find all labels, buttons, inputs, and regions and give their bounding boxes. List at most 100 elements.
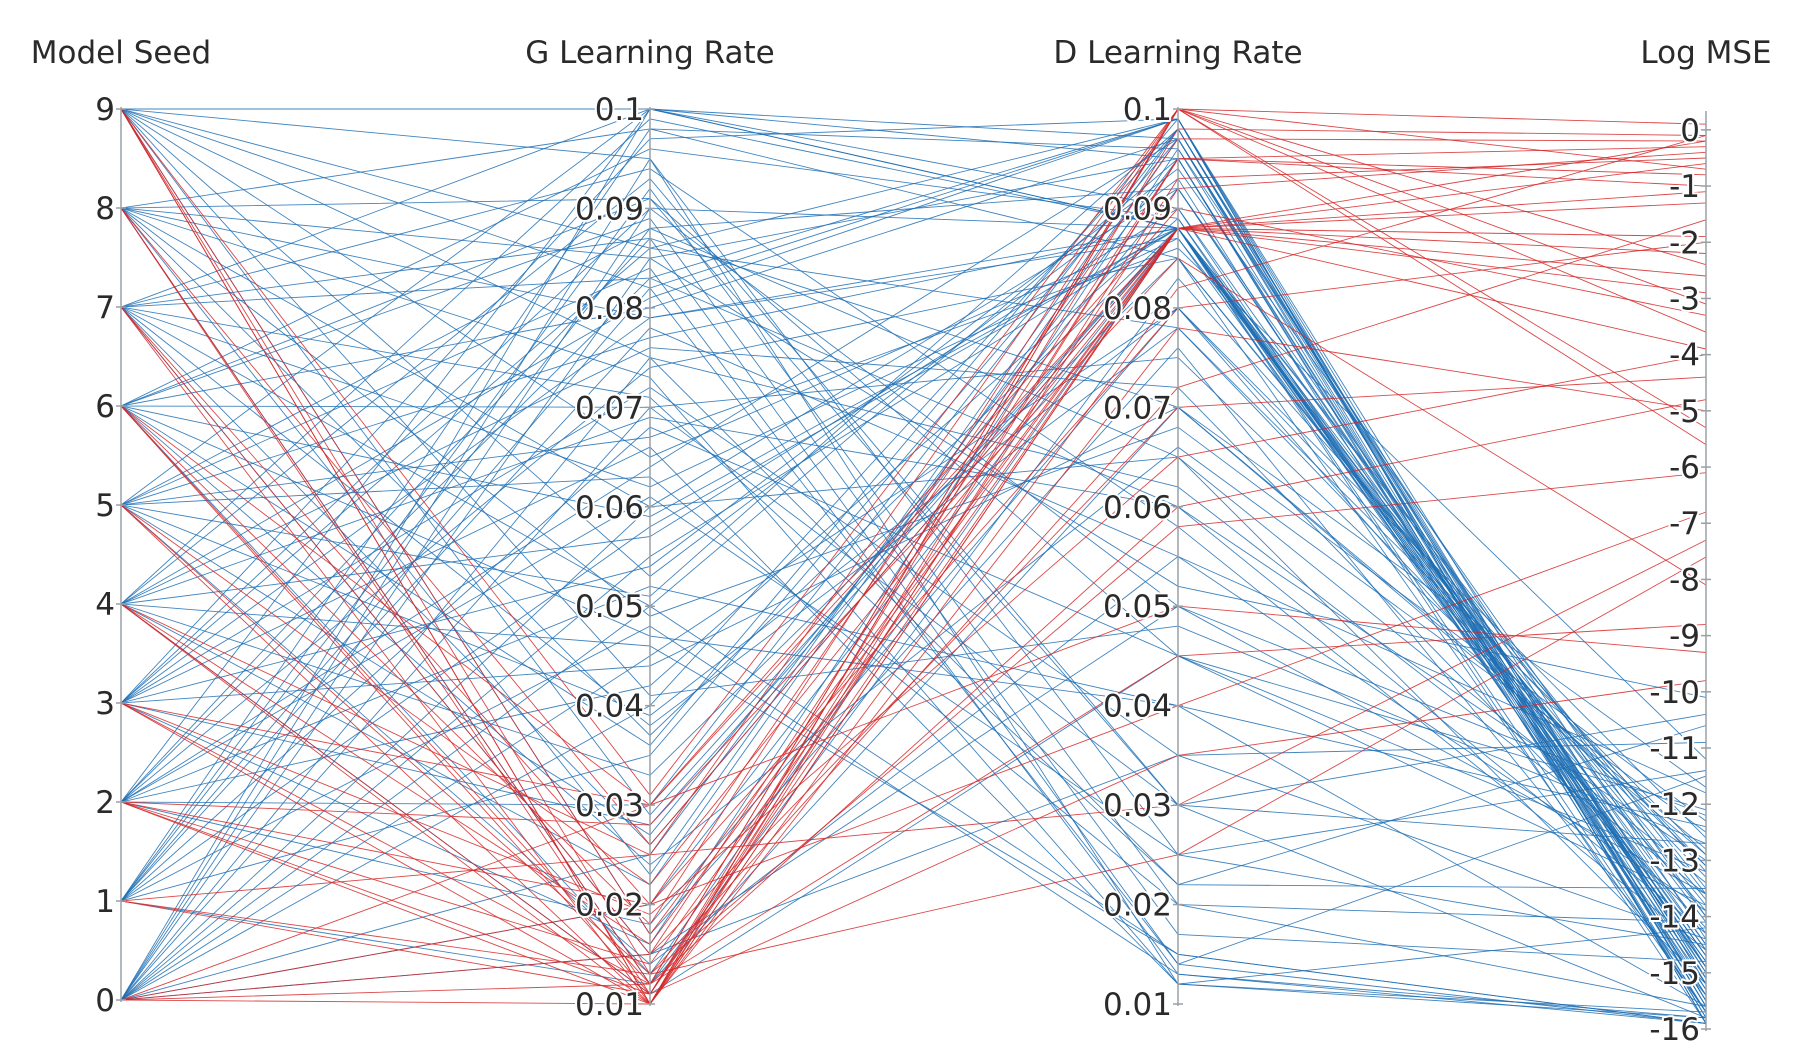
tick-label-glr-3: 0.04 <box>575 689 644 725</box>
data-line-bad-14 <box>120 354 1707 916</box>
tick-label-glr-6: 0.07 <box>575 390 644 426</box>
data-line-good-66 <box>120 138 1707 1019</box>
data-line-good-62 <box>120 267 1707 1024</box>
data-line-good-87 <box>120 207 1707 1019</box>
tick-label-glr-5: 0.06 <box>575 490 644 526</box>
tick-label-glr-7: 0.08 <box>575 291 644 327</box>
data-line-good-47 <box>120 416 1707 861</box>
data-line-good-14 <box>120 128 1707 1013</box>
tick-label-dlr-4: 0.05 <box>1103 589 1172 625</box>
data-line-good-86 <box>120 207 1707 968</box>
tick-label-seed-8: 8 <box>95 191 115 227</box>
tick-label-logmse-6: -10 <box>1649 675 1700 711</box>
data-line-bad-19 <box>120 539 1707 856</box>
data-line-good-18 <box>120 227 1707 951</box>
tick-label-dlr-0: 0.01 <box>1103 987 1172 1023</box>
tick-label-logmse-13: -3 <box>1669 281 1700 317</box>
axis-title-g-learning-rate: G Learning Rate <box>525 35 774 71</box>
tick-label-logmse-9: -7 <box>1669 506 1700 542</box>
data-line-good-35 <box>120 207 1707 895</box>
tick-label-glr-8: 0.09 <box>575 191 644 227</box>
data-line-bad-11 <box>120 257 1707 826</box>
tick-label-seed-7: 7 <box>95 290 115 326</box>
tick-label-glr-1: 0.02 <box>575 888 644 924</box>
tick-label-seed-6: 6 <box>95 389 115 425</box>
data-line-bad-30 <box>120 306 1707 955</box>
tick-label-seed-0: 0 <box>95 983 115 1019</box>
data-line-bad-17 <box>120 146 1707 995</box>
data-line-good-46 <box>120 118 1707 1002</box>
tick-label-logmse-14: -2 <box>1669 225 1700 261</box>
tick-label-logmse-8: -8 <box>1669 562 1700 598</box>
tick-label-seed-1: 1 <box>95 884 115 920</box>
tick-label-dlr-9: 0.1 <box>1123 92 1172 128</box>
data-line-good-20 <box>120 406 1707 985</box>
tick-label-logmse-11: -5 <box>1669 394 1700 430</box>
polyline-layer <box>120 108 1707 1024</box>
tick-label-glr-4: 0.05 <box>575 589 644 625</box>
data-line-good-94 <box>121 108 1707 1024</box>
tick-label-logmse-7: -9 <box>1669 619 1700 655</box>
data-line-good-84 <box>120 128 1707 1007</box>
data-line-good-32 <box>120 277 1707 934</box>
tick-label-dlr-6: 0.07 <box>1103 390 1172 426</box>
axis-title-model-seed: Model Seed <box>31 35 211 71</box>
data-line-good-80 <box>120 306 1707 856</box>
data-line-bad-38 <box>120 108 1707 1005</box>
data-line-bad-3 <box>120 399 1707 1001</box>
data-line-good-63 <box>120 247 1707 760</box>
data-line-good-64 <box>120 148 1707 990</box>
data-line-good-52 <box>120 603 1707 995</box>
data-line-bad-5 <box>120 140 1707 995</box>
data-line-bad-26 <box>120 227 1707 806</box>
data-line-good-9 <box>120 128 1707 1001</box>
tick-label-dlr-8: 0.09 <box>1103 191 1172 227</box>
data-line-good-44 <box>120 118 1707 968</box>
data-line-good-19 <box>120 138 1707 990</box>
data-line-bad-31 <box>120 108 1707 985</box>
axis-g-learning-rate[interactable]: G Learning Rate 0.01 0.02 0.03 0.04 0.05 0.06… <box>525 35 774 1025</box>
tick-label-logmse-5: -11 <box>1649 731 1700 767</box>
axis-ticks-d-learning-rate: 0.01 0.02 0.03 0.04 0.05 0.06 0.07 0.08 0.09 0.1 <box>1101 90 1183 1025</box>
data-line-bad-6 <box>120 108 1707 902</box>
tick-label-logmse-15: -1 <box>1669 169 1700 205</box>
data-line-bad-24 <box>120 151 1707 995</box>
data-line-good-42 <box>120 386 1707 756</box>
data-line-good-53 <box>120 347 1707 929</box>
data-line-bad-1 <box>120 241 1707 1001</box>
axis-d-learning-rate[interactable]: D Learning Rate 0.01 0.02 0.03 0.04 0.05 0.06… <box>1053 35 1302 1025</box>
data-line-bad-23 <box>120 472 1707 975</box>
data-line-bad-28 <box>120 202 1707 1005</box>
data-line-good-97 <box>120 108 1707 895</box>
tick-label-dlr-1: 0.02 <box>1103 888 1172 924</box>
tick-label-dlr-3: 0.04 <box>1103 689 1172 725</box>
data-line-good-49 <box>120 603 1707 1024</box>
data-line-good-72 <box>120 227 1707 975</box>
tick-label-logmse-4: -12 <box>1649 787 1700 823</box>
data-line-good-5 <box>120 456 1707 1001</box>
tick-label-logmse-12: -4 <box>1669 338 1700 374</box>
data-line-bad-29 <box>120 138 1707 906</box>
data-line-good-61 <box>120 504 1707 965</box>
data-line-bad-27 <box>120 405 1707 985</box>
axis-log-mse[interactable]: Log MSE -16-15-14-13-12-11-10-9-8-7-6-5-… <box>1640 35 1771 1050</box>
data-line-bad-33 <box>120 207 1707 995</box>
axis-title-d-learning-rate: D Learning Rate <box>1053 35 1302 71</box>
data-line-good-96 <box>120 108 1707 985</box>
tick-label-seed-5: 5 <box>95 488 115 524</box>
data-line-good-65 <box>120 217 1707 963</box>
data-line-good-60 <box>120 187 1707 945</box>
data-line-bad-12 <box>120 128 1707 995</box>
data-line-good-57 <box>120 476 1707 1007</box>
data-line-good-13 <box>120 356 1707 1001</box>
tick-label-logmse-3: -13 <box>1649 843 1700 879</box>
data-line-good-8 <box>120 307 1707 1001</box>
tick-label-seed-9: 9 <box>95 92 115 128</box>
data-line-bad-20 <box>120 327 1707 1005</box>
axis-title-log-mse: Log MSE <box>1640 35 1771 71</box>
data-line-good-98 <box>120 108 1707 962</box>
data-line-good-100 <box>120 108 1707 845</box>
data-line-good-33 <box>120 496 1707 856</box>
axis-model-seed[interactable]: Model Seed 0 1 2 3 4 5 6 7 8 9 <box>31 35 211 1021</box>
tick-label-logmse-0: -16 <box>1649 1012 1700 1048</box>
